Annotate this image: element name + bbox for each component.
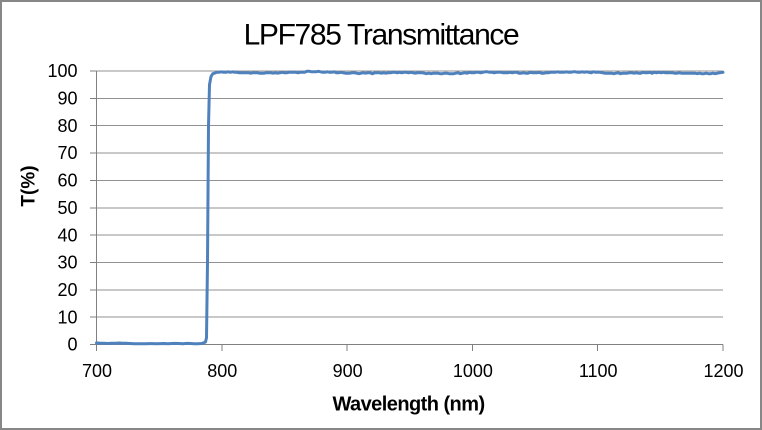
svg-text:50: 50	[57, 198, 77, 218]
svg-text:70: 70	[57, 143, 77, 163]
svg-text:T(%): T(%)	[19, 165, 40, 206]
svg-text:60: 60	[57, 171, 77, 191]
svg-text:Wavelength (nm): Wavelength (nm)	[332, 394, 484, 416]
svg-text:LPF785 Transmittance: LPF785 Transmittance	[244, 19, 519, 52]
svg-text:100: 100	[47, 61, 77, 81]
svg-text:20: 20	[57, 280, 77, 300]
svg-text:1200: 1200	[703, 361, 743, 381]
svg-text:1100: 1100	[579, 361, 618, 381]
svg-text:10: 10	[57, 307, 77, 327]
svg-text:80: 80	[57, 116, 77, 136]
svg-text:700: 700	[82, 361, 112, 381]
svg-text:800: 800	[207, 361, 237, 381]
svg-text:0: 0	[67, 335, 77, 355]
svg-text:900: 900	[333, 361, 363, 381]
svg-text:40: 40	[57, 225, 77, 245]
svg-text:1000: 1000	[453, 361, 493, 381]
svg-text:30: 30	[57, 253, 77, 273]
svg-text:90: 90	[57, 89, 77, 109]
